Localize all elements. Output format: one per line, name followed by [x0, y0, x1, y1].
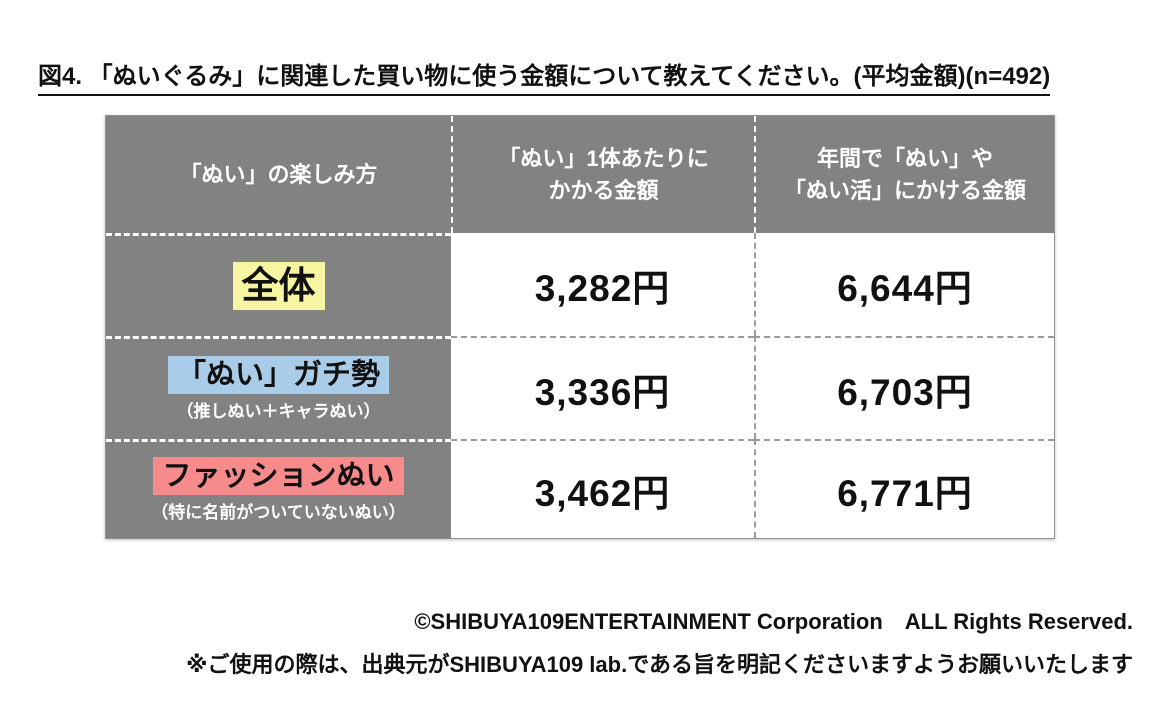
header-label-line1: 「ぬい」1体あたりに [498, 145, 709, 171]
header-label-line2: かかる金額 [548, 177, 659, 203]
per-unit-value: 3,282円 [534, 267, 671, 309]
row-label-highlight: 「ぬい」ガチ勢 [167, 355, 389, 395]
cell-per-unit-fashion-nui: 3,462円 [451, 439, 754, 538]
row-label-nui-gachi: 「ぬい」ガチ勢 （推しぬい＋キャラぬい） [106, 336, 451, 439]
annual-value: 6,771円 [837, 472, 973, 514]
annual-value: 6,703円 [837, 371, 973, 413]
source-attribution-note: ※ご使用の際は、出典元がSHIBUYA109 lab.である旨を明記くださいます… [186, 652, 1133, 677]
row-label-highlight: 全体 [232, 261, 325, 311]
copyright-text: ©SHIBUYA109ENTERTAINMENT Corporation ALL… [414, 609, 1133, 634]
figure-title: 図4. 「ぬいぐるみ」に関連した買い物に使う金額について教えてください。(平均金… [38, 56, 1051, 96]
row-sublabel: （推しぬい＋キャラぬい） [176, 402, 381, 422]
row-label-fashion-nui: ファッションぬい （特に名前がついていないぬい） [106, 439, 451, 538]
per-unit-value: 3,336円 [534, 371, 671, 413]
row-sublabel: （特に名前がついていないぬい） [151, 503, 406, 523]
row-label-overall: 全体 [106, 233, 451, 336]
figure-footer: ©SHIBUYA109ENTERTAINMENT Corporation ALL… [186, 604, 1133, 679]
header-cell-annual-cost: 年間で「ぬい」や 「ぬい活」にかける金額 [754, 116, 1054, 233]
cell-annual-nui-gachi: 6,703円 [754, 336, 1054, 439]
spending-table: 「ぬい」の楽しみ方 「ぬい」1体あたりに かかる金額 年間で「ぬい」や 「ぬい活… [105, 115, 1055, 539]
header-cell-enjoyment-type: 「ぬい」の楽しみ方 [106, 116, 451, 233]
per-unit-value: 3,462円 [534, 472, 671, 514]
row-label-highlight: ファッションぬい [153, 456, 404, 496]
cell-annual-overall: 6,644円 [754, 233, 1054, 336]
cell-per-unit-overall: 3,282円 [451, 233, 754, 336]
header-label: 「ぬい」の楽しみ方 [179, 161, 378, 187]
cell-per-unit-nui-gachi: 3,336円 [451, 336, 754, 439]
header-label-line1: 年間で「ぬい」や [816, 145, 993, 171]
header-label-line2: 「ぬい活」にかける金額 [783, 177, 1026, 203]
annual-value: 6,644円 [837, 267, 973, 309]
cell-annual-fashion-nui: 6,771円 [754, 439, 1054, 538]
header-cell-per-unit-cost: 「ぬい」1体あたりに かかる金額 [451, 116, 754, 233]
